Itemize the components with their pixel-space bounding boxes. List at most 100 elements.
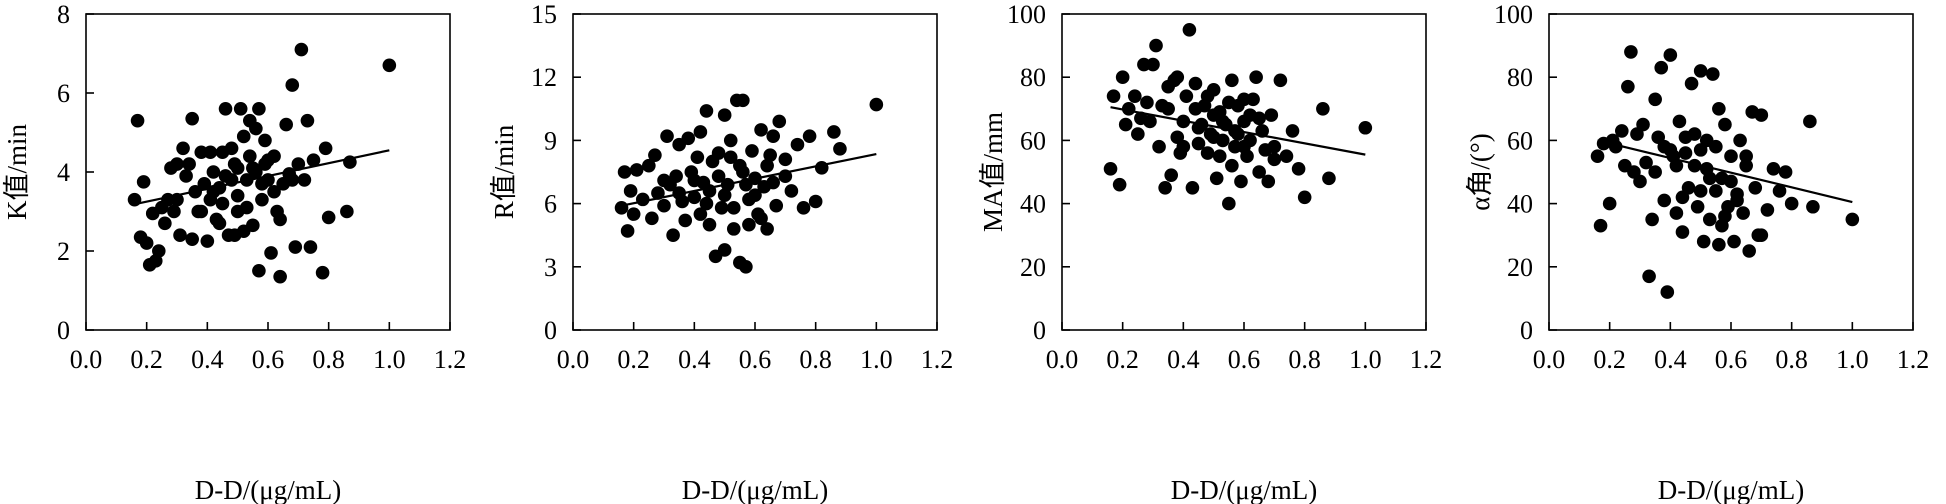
- plot-frame: [85, 13, 451, 331]
- y-axis-label: MA值/mm: [978, 112, 1008, 232]
- data-point: [1663, 48, 1678, 62]
- data-point: [1693, 184, 1708, 198]
- data-point: [1660, 285, 1675, 299]
- data-point: [1191, 136, 1206, 151]
- data-point: [726, 222, 741, 236]
- x-tick-label: 0.2: [130, 345, 163, 374]
- data-point: [745, 144, 759, 158]
- y-tick-label: 4: [57, 158, 70, 187]
- x-tick-label: 1.0: [1836, 345, 1869, 374]
- x-axis-label: D-D/(μg/mL): [1658, 475, 1804, 504]
- y-tick-label: 40: [1020, 190, 1046, 219]
- x-tick-label: 0.0: [1533, 345, 1566, 374]
- data-point: [833, 142, 847, 156]
- data-point: [1590, 149, 1605, 163]
- data-point: [1103, 162, 1118, 176]
- data-point: [1128, 89, 1142, 103]
- data-point: [318, 141, 333, 156]
- data-point: [167, 204, 181, 219]
- data-point: [1615, 124, 1629, 138]
- data-point: [723, 150, 738, 165]
- data-point: [236, 129, 251, 144]
- data-point: [648, 148, 662, 162]
- data-point: [702, 217, 717, 232]
- x-tick-label: 1.2: [921, 345, 954, 374]
- data-point: [252, 102, 266, 116]
- scatter-panel-3: 0.0 0.2 0.4 0.6 0.8 1.0 1.2 0 20 40 60 80 100 D-D/(μg…: [978, 0, 1442, 504]
- data-point: [1621, 79, 1635, 94]
- data-point: [1252, 165, 1266, 179]
- data-point: [733, 158, 747, 173]
- y-axis-label: R值/min: [489, 124, 519, 219]
- data-point: [1718, 117, 1732, 132]
- data-point: [127, 192, 142, 207]
- data-point: [1316, 102, 1330, 116]
- data-point: [1188, 76, 1203, 91]
- data-point: [227, 228, 242, 242]
- data-point: [1188, 102, 1203, 116]
- data-point: [642, 158, 656, 173]
- data-point: [669, 169, 683, 184]
- data-point: [1766, 162, 1781, 176]
- data-point: [1669, 206, 1684, 220]
- data-point: [1115, 70, 1130, 84]
- data-point: [1143, 114, 1157, 129]
- data-point: [1675, 190, 1690, 205]
- data-point: [1252, 111, 1266, 126]
- data-point: [1678, 130, 1693, 145]
- data-point: [1149, 38, 1163, 53]
- data-point: [1648, 92, 1662, 107]
- data-point: [1718, 209, 1732, 224]
- data-point: [754, 123, 768, 137]
- data-point: [678, 213, 693, 228]
- data-point: [869, 97, 884, 112]
- y-tick-label: 0: [544, 316, 557, 345]
- data-point: [273, 269, 287, 284]
- data-point: [1845, 212, 1860, 227]
- x-tick-label: 0.8: [1288, 345, 1321, 374]
- data-point: [1261, 174, 1276, 189]
- data-point: [179, 169, 193, 183]
- data-point: [291, 157, 306, 171]
- data-point: [1727, 234, 1741, 249]
- y-axis-label: α角/(°): [1465, 133, 1495, 210]
- data-point: [1760, 203, 1775, 217]
- data-point: [760, 222, 774, 236]
- data-point: [197, 177, 212, 191]
- data-point: [1593, 218, 1608, 233]
- x-tick-label: 0.6: [739, 345, 772, 374]
- data-point: [243, 113, 257, 128]
- data-point: [742, 217, 756, 232]
- data-point: [136, 175, 151, 189]
- data-point: [614, 201, 629, 215]
- data-point: [1678, 146, 1693, 160]
- data-point: [808, 194, 823, 209]
- y-tick-label: 12: [531, 63, 557, 92]
- data-point: [382, 58, 397, 73]
- scatter-panel-2: 0.0 0.2 0.4 0.6 0.8 1.0 1.2 0 3 6 9 12 15 D-D/(μg/mL)…: [489, 0, 953, 504]
- x-tick-label: 0.4: [191, 345, 224, 374]
- data-point: [1736, 206, 1750, 220]
- data-point: [303, 240, 318, 254]
- data-point: [1118, 117, 1133, 132]
- y-tick-label: 0: [57, 316, 70, 345]
- data-point: [194, 204, 209, 219]
- data-point: [790, 137, 805, 152]
- data-point: [1234, 174, 1248, 189]
- y-tick-label: 3: [544, 253, 557, 282]
- data-point: [264, 246, 278, 260]
- data-point: [321, 210, 336, 225]
- data-point: [1209, 171, 1224, 186]
- data-point: [1712, 237, 1726, 252]
- data-point: [315, 265, 330, 280]
- data-point: [1200, 146, 1215, 160]
- data-point: [1215, 114, 1230, 129]
- data-point: [1358, 120, 1373, 135]
- data-point: [1225, 158, 1239, 173]
- data-point: [200, 234, 215, 248]
- data-point: [1140, 95, 1154, 110]
- data-point: [1754, 108, 1769, 122]
- data-point: [766, 175, 780, 190]
- data-point: [1291, 162, 1306, 176]
- x-tick-label: 0.4: [678, 345, 711, 374]
